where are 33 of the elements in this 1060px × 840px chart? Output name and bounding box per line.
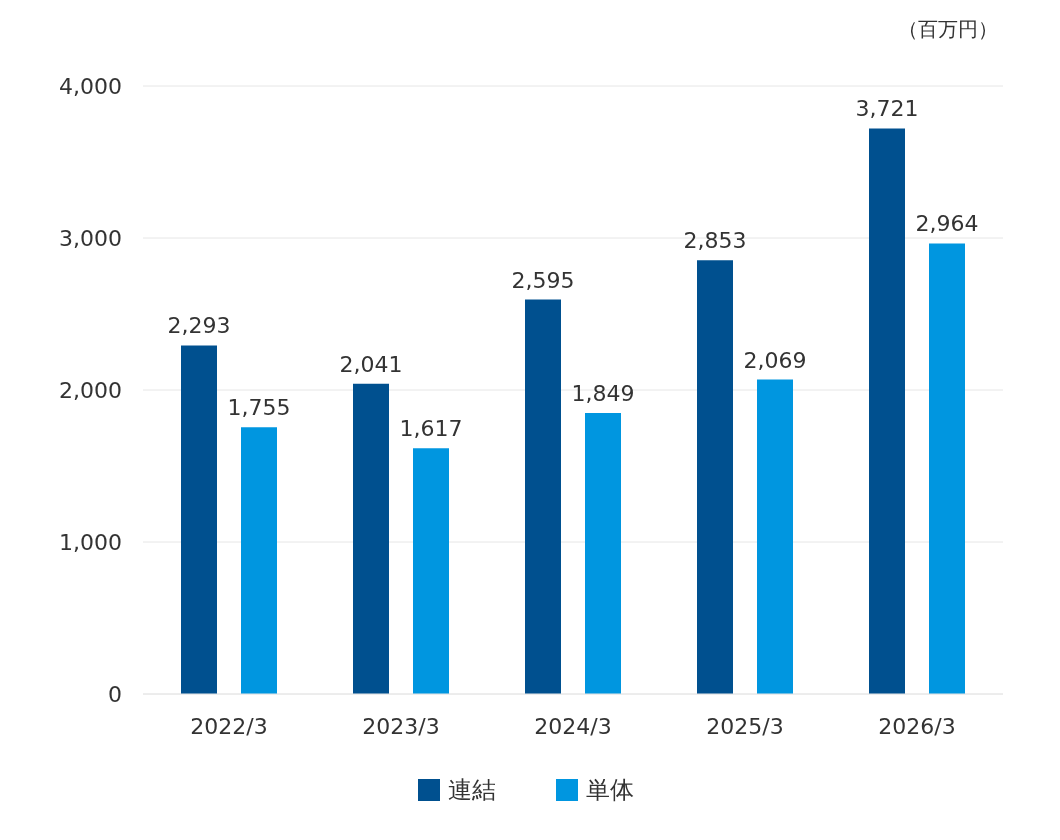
bar bbox=[241, 427, 277, 694]
y-tick-label: 4,000 bbox=[59, 73, 122, 99]
data-label: 2,964 bbox=[915, 211, 979, 237]
y-tick-label: 2,000 bbox=[59, 377, 122, 403]
y-tick-label: 0 bbox=[108, 681, 122, 707]
bar bbox=[697, 260, 733, 694]
legend-label: 単体 bbox=[584, 775, 634, 806]
data-label: 2,069 bbox=[743, 347, 807, 373]
data-label: 2,293 bbox=[167, 313, 231, 339]
bar bbox=[585, 412, 621, 694]
data-label: 1,849 bbox=[571, 380, 635, 406]
y-tick-label: 1,000 bbox=[59, 529, 122, 555]
legend-label: 連結 bbox=[446, 775, 496, 806]
data-label: 1,617 bbox=[399, 416, 463, 442]
bar bbox=[181, 345, 217, 694]
x-tick-label: 2023/3 bbox=[362, 713, 440, 739]
x-tick-label: 2022/3 bbox=[190, 713, 268, 739]
y-axis-title: （百万円） bbox=[897, 16, 999, 43]
data-label: 3,721 bbox=[855, 96, 919, 122]
data-label: 2,041 bbox=[339, 351, 403, 377]
bar bbox=[525, 299, 561, 694]
y-tick-label: 3,000 bbox=[59, 225, 122, 251]
x-tick-label: 2024/3 bbox=[534, 713, 612, 739]
data-label: 1,755 bbox=[227, 395, 291, 421]
bar bbox=[929, 243, 965, 694]
bar bbox=[869, 128, 905, 694]
bar bbox=[353, 383, 389, 694]
bar bbox=[757, 379, 793, 694]
x-tick-label: 2026/3 bbox=[878, 713, 956, 739]
x-tick-label: 2025/3 bbox=[706, 713, 784, 739]
bar bbox=[413, 448, 449, 694]
data-label: 2,595 bbox=[511, 267, 575, 293]
data-label: 2,853 bbox=[683, 228, 747, 254]
